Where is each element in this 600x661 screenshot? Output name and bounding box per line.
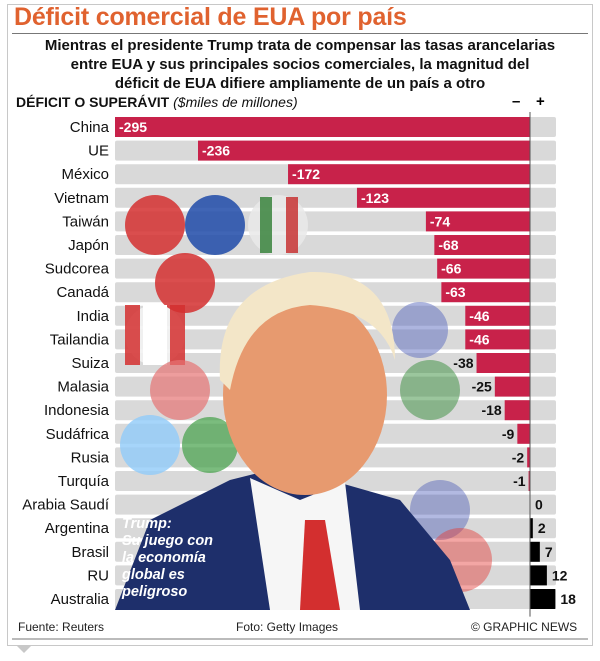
data-label: 0 — [535, 497, 543, 513]
axis-unit: ($miles de millones) — [173, 94, 298, 110]
bar — [198, 140, 530, 161]
category-label: Tailandia — [50, 331, 110, 348]
bar — [504, 400, 530, 421]
caption-line: Su juego con — [122, 533, 214, 549]
bar — [528, 471, 530, 491]
data-label: -66 — [441, 261, 461, 277]
data-label: -46 — [469, 331, 489, 347]
subtitle-line: déficit de EUA difiere ampliamente de un… — [114, 75, 486, 92]
copyright: © GRAPHIC NEWS — [471, 620, 578, 634]
data-label: -2 — [512, 449, 525, 465]
bar — [530, 565, 547, 586]
chart-subtitle: Mientras el presidente Trump trata de co… — [12, 36, 588, 93]
bar — [425, 211, 530, 232]
photo-caption: Trump: Su juego con la economía global e… — [122, 516, 213, 601]
category-label: Indonesia — [44, 402, 110, 419]
bar — [115, 117, 530, 137]
data-label: -295 — [119, 119, 147, 135]
category-label: Sudáfrica — [46, 426, 110, 443]
photo-credit: Foto: Getty Images — [236, 620, 339, 634]
axis-title: DÉFICIT O SUPERÁVIT — [16, 94, 170, 110]
bar — [441, 282, 530, 303]
negative-sign-label: – — [512, 93, 521, 110]
bar — [527, 447, 530, 468]
subtitle-line: entre EUA y sus principales socios comer… — [70, 56, 530, 73]
category-label: RU — [87, 567, 109, 584]
flag-argentina — [120, 415, 180, 475]
footer-divider — [12, 638, 588, 640]
data-label: -1 — [513, 473, 526, 489]
data-label: 7 — [545, 544, 553, 560]
data-label: -46 — [469, 308, 489, 324]
caption-line: peligroso — [122, 584, 188, 600]
bar — [530, 589, 556, 609]
bar — [356, 187, 530, 208]
data-label: -38 — [453, 355, 473, 371]
positive-sign-label: + — [536, 93, 545, 110]
data-label: -74 — [430, 213, 450, 229]
category-label: Arabia Saudí — [22, 497, 110, 514]
bar — [465, 305, 530, 326]
category-label: Brasil — [71, 544, 109, 561]
category-label: Malasia — [57, 379, 109, 396]
data-label: 18 — [560, 591, 576, 607]
subtitle-line: Mientras el presidente Trump trata de co… — [44, 37, 556, 54]
source-note: Fuente: Reuters — [18, 620, 105, 634]
data-label: 12 — [552, 567, 568, 583]
data-label: 2 — [538, 520, 546, 536]
bar — [476, 353, 530, 373]
category-label: Taiwán — [62, 213, 109, 230]
category-label: México — [61, 166, 109, 183]
flag-south-africa — [400, 360, 460, 420]
flag-australia — [410, 480, 470, 540]
axis-label: DÉFICIT O SUPERÁVIT ($miles de millones) — [16, 94, 298, 110]
flag-mexico — [248, 195, 308, 255]
bar — [494, 376, 530, 397]
data-label: -9 — [502, 426, 515, 442]
flag-indonesia — [150, 360, 210, 420]
bar — [434, 235, 530, 255]
category-label: Sudcorea — [45, 261, 110, 278]
flag-vietnam — [155, 253, 215, 313]
bar — [517, 423, 530, 444]
face — [223, 295, 387, 495]
category-label: India — [76, 308, 109, 325]
bar — [465, 329, 530, 350]
caption-line: global es — [122, 567, 185, 583]
tie — [300, 520, 340, 610]
data-label: -236 — [202, 143, 230, 159]
category-label: Turquía — [58, 473, 110, 490]
flag-china — [125, 195, 185, 255]
category-label: Australia — [51, 591, 110, 608]
data-label: -68 — [438, 237, 458, 253]
bar — [530, 541, 540, 562]
flag-blurred — [392, 302, 448, 358]
category-label: China — [70, 119, 110, 136]
bar — [437, 258, 530, 279]
category-label: UE — [88, 143, 109, 160]
data-label: -25 — [472, 379, 492, 395]
photo-trump — [115, 195, 492, 610]
title-divider — [12, 33, 588, 34]
hair — [219, 271, 395, 390]
data-label: -172 — [292, 166, 320, 182]
data-label: -63 — [445, 284, 465, 300]
category-label: Vietnam — [54, 190, 109, 207]
bar — [288, 164, 530, 185]
category-label: Rusia — [71, 449, 110, 466]
frame-pointer — [16, 645, 32, 653]
caption-line: Trump: — [122, 516, 172, 532]
category-label: Japón — [68, 237, 109, 254]
data-label: -18 — [481, 402, 501, 418]
flag-eu — [185, 195, 245, 255]
flag-brazil — [182, 417, 238, 473]
category-label: Canadá — [56, 284, 109, 301]
chart-title: Déficit comercial de EUA por país — [14, 3, 407, 31]
caption-line: la economía — [122, 550, 206, 566]
category-label: Suiza — [71, 355, 109, 372]
category-label: Argentina — [45, 520, 110, 537]
data-label: -123 — [361, 190, 389, 206]
bar — [530, 518, 533, 539]
